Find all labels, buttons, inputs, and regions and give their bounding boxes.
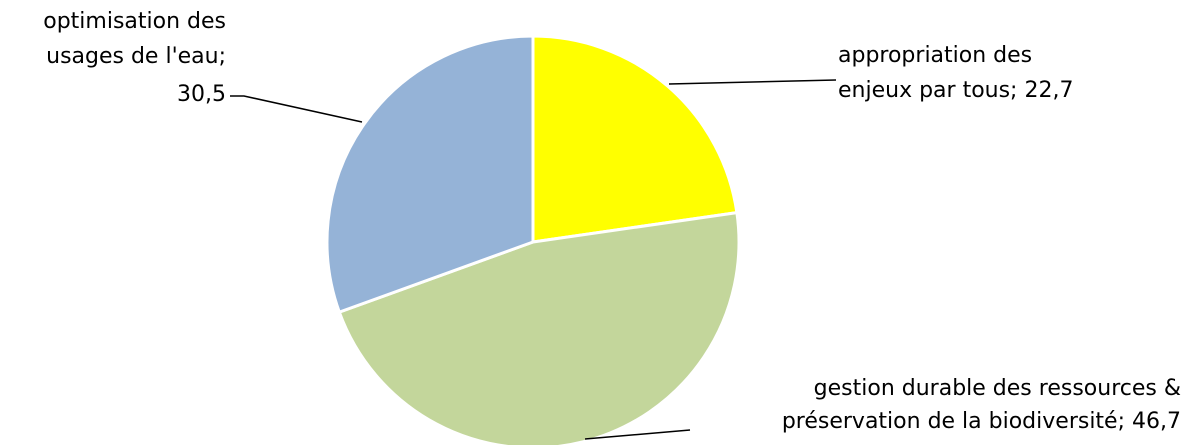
pie-slices [325,34,741,445]
pie-slice-appropriation [531,34,739,244]
leader-line-optimisation [230,95,363,123]
label-appropriation-line-1: appropriation des [838,43,1032,68]
leader-line-appropriation [668,79,837,85]
label-optimisation-line-1: optimisation des [43,9,226,34]
leader-line-gestion-durable [584,429,691,440]
slice-label-appropriation: appropriation des enjeux par tous; 22,7 [838,43,1073,103]
label-gestion-line-1: gestion durable des ressources & [814,376,1181,401]
slice-label-optimisation: optimisation des usages de l'eau; 30,5 [43,9,226,107]
slice-label-gestion-durable: gestion durable des ressources & préserv… [782,376,1181,434]
label-gestion-line-2: préservation de la biodiversité; 46,7 [782,409,1181,434]
label-appropriation-line-2: enjeux par tous; 22,7 [838,78,1073,103]
pie-slice-gestion-durable [337,211,741,445]
label-optimisation-line-3: 30,5 [177,82,226,107]
label-optimisation-line-2: usages de l'eau; [46,44,226,69]
pie-slice-optimisation [325,34,535,314]
leader-lines [230,79,837,440]
